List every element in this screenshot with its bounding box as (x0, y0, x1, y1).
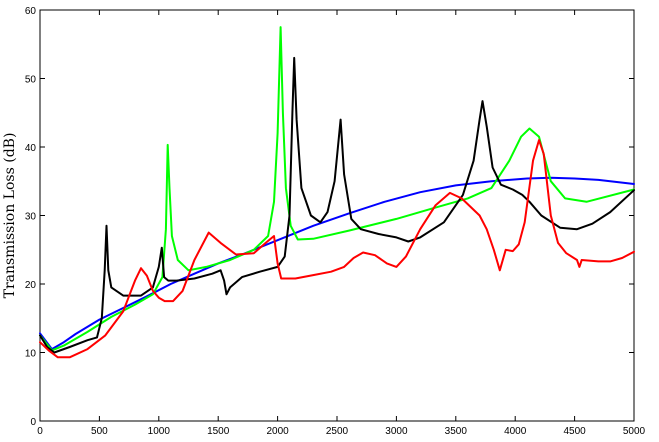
y-axis-label: Transmission Loss (dB) (2, 133, 18, 299)
y-tick-label: 0 (30, 417, 36, 428)
y-tick-label: 30 (25, 212, 37, 223)
plot-area (39, 9, 635, 422)
x-tick-label: 0 (37, 426, 43, 437)
x-tick-label: 2000 (266, 426, 289, 437)
x-tick-label: 1500 (207, 426, 230, 437)
x-tick-label: 500 (91, 426, 108, 437)
y-tick-label: 60 (25, 6, 37, 17)
axis-ticks: 0 500 1000 1500 2000 2500 3000 3500 4000 4500 5000… (25, 6, 646, 437)
x-tick-label: 3500 (445, 426, 468, 437)
x-tick-label: 4000 (504, 426, 527, 437)
series-line-2 (39, 26, 635, 352)
series-lines (39, 26, 635, 359)
y-tick-label: 50 (25, 75, 37, 86)
series-line-3 (39, 56, 635, 354)
x-tick-label: 1000 (148, 426, 171, 437)
y-tick-label: 20 (25, 280, 37, 291)
y-tick-label: 40 (25, 143, 37, 154)
x-tick-label: 5000 (623, 426, 646, 437)
series-line-1 (39, 176, 635, 351)
x-tick-label: 2500 (326, 426, 349, 437)
series-line-4 (39, 139, 635, 359)
x-tick-label: 4500 (563, 426, 586, 437)
x-tick-label: 3000 (385, 426, 408, 437)
y-tick-label: 10 (25, 349, 37, 360)
